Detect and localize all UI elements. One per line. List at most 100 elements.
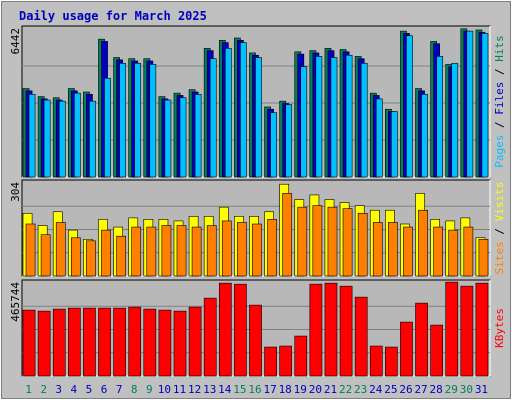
bar-sites-day-19 [297, 206, 308, 277]
bar-kbytes-day-27 [415, 302, 428, 377]
bar-kbytes-day-19 [294, 335, 308, 377]
bar-sites-day-6 [101, 229, 111, 277]
axis-label-kbytes: KBytes [493, 308, 506, 348]
bar-pages-day-25 [391, 111, 398, 178]
bar-sites-day-22 [342, 208, 353, 277]
bar-kbytes-day-26 [400, 321, 413, 377]
bar-pages-day-14 [224, 48, 232, 178]
bar-pages-day-17 [270, 112, 277, 178]
bar-pages-day-1 [28, 93, 36, 178]
bar-kbytes-day-24 [369, 345, 383, 377]
bar-kbytes-day-4 [67, 307, 81, 377]
x-tick-label-day-28: 28 [430, 383, 443, 396]
x-tick-label-day-20: 20 [309, 383, 322, 396]
bar-sites-day-25 [388, 222, 398, 277]
bar-sites-day-7 [116, 235, 126, 277]
bar-sites-day-11 [176, 225, 187, 277]
bar-pages-day-31 [481, 33, 489, 178]
bar-pages-day-2 [43, 99, 51, 178]
y-max-label: 6442 [9, 28, 22, 55]
bar-pages-day-11 [179, 97, 187, 178]
x-tick-label-day-24: 24 [369, 383, 383, 396]
bar-pages-day-15 [240, 42, 247, 178]
bar-kbytes-day-14 [218, 282, 232, 377]
bar-kbytes-day-9 [143, 308, 157, 377]
x-tick-label-day-13: 13 [203, 383, 216, 396]
bar-kbytes-day-16 [249, 304, 262, 377]
x-tick-label-day-4: 4 [71, 383, 78, 396]
bars-hits-files-pages [22, 28, 489, 178]
bar-kbytes-day-22 [339, 285, 353, 377]
axis-label-separator: / [493, 115, 506, 135]
bar-sites-day-31 [478, 238, 489, 277]
chart-title: Daily usage for March 2025 [19, 9, 207, 23]
x-tick-label-day-31: 31 [475, 383, 488, 396]
bar-kbytes-day-1 [22, 309, 36, 377]
bars-visits-sites [22, 183, 489, 277]
axis-label-separator: / [493, 221, 506, 241]
bar-sites-day-21 [327, 206, 338, 277]
bar-kbytes-day-11 [173, 310, 187, 377]
x-tick-label-day-3: 3 [55, 383, 62, 396]
x-tick-label-day-15: 15 [233, 383, 246, 396]
bar-sites-day-28 [433, 226, 444, 277]
x-tick-label-day-12: 12 [188, 383, 201, 396]
x-tick-label-day-19: 19 [294, 383, 307, 396]
bar-pages-day-30 [466, 30, 474, 178]
bar-pages-day-13 [209, 58, 217, 178]
panel-hits-files-pages: 6442 Pages / Files / Hits [9, 25, 506, 178]
bar-sites-day-12 [191, 226, 202, 277]
bar-kbytes-day-3 [52, 308, 66, 377]
axis-label-visits-sites: Sites / Visits [493, 182, 506, 275]
bar-kbytes-day-5 [83, 307, 96, 377]
x-tick-label-day-6: 6 [101, 383, 108, 396]
bar-pages-day-23 [360, 62, 368, 178]
axis-label-visits: Visits [493, 182, 506, 222]
bar-sites-day-9 [146, 226, 157, 277]
x-tick-label-day-2: 2 [40, 383, 47, 396]
bar-kbytes-day-28 [430, 324, 444, 377]
panel-kbytes: 465744 KBytes [9, 279, 506, 377]
axis-label-separator: / [493, 62, 506, 82]
bar-sites-day-24 [372, 222, 383, 277]
bar-pages-day-16 [255, 57, 262, 178]
bar-sites-day-2 [40, 234, 51, 277]
x-tick-label-day-16: 16 [248, 383, 261, 396]
bar-sites-day-15 [237, 222, 247, 277]
x-tick-label-day-8: 8 [131, 383, 138, 396]
bar-pages-day-24 [375, 98, 383, 178]
bar-pages-day-10 [164, 99, 172, 178]
bar-sites-day-5 [86, 240, 96, 277]
panel-visits-sites: 304 Sites / Visits [9, 179, 506, 277]
bar-sites-day-27 [418, 209, 428, 277]
bar-sites-day-1 [25, 223, 36, 277]
bar-kbytes-day-30 [460, 285, 474, 377]
bar-pages-day-19 [300, 66, 308, 178]
bar-pages-day-20 [315, 56, 323, 178]
x-tick-label-day-27: 27 [414, 383, 427, 396]
x-tick-label-day-30: 30 [460, 383, 473, 396]
axis-label-pages: Pages [493, 135, 506, 168]
x-tick-label-day-11: 11 [173, 383, 186, 396]
x-tick-label-day-22: 22 [339, 383, 352, 396]
bar-sites-day-16 [252, 223, 262, 277]
bar-pages-day-12 [194, 93, 202, 178]
x-tick-label-day-7: 7 [116, 383, 123, 396]
bar-kbytes-day-8 [128, 306, 142, 377]
bar-pages-day-28 [436, 56, 444, 178]
bar-pages-day-29 [451, 62, 459, 178]
bar-kbytes-day-17 [264, 346, 277, 377]
bar-pages-day-9 [149, 64, 157, 178]
bar-pages-day-8 [134, 62, 142, 178]
axis-label-kbytes: KBytes [493, 308, 506, 348]
bar-kbytes-day-25 [385, 346, 398, 377]
x-tick-label-day-18: 18 [279, 383, 292, 396]
x-tick-label-day-10: 10 [158, 383, 171, 396]
bars-kbytes [22, 281, 489, 377]
bar-pages-day-26 [406, 35, 413, 178]
bar-kbytes-day-20 [309, 283, 323, 377]
bar-kbytes-day-23 [354, 296, 368, 377]
x-tick-label-day-9: 9 [146, 383, 153, 396]
